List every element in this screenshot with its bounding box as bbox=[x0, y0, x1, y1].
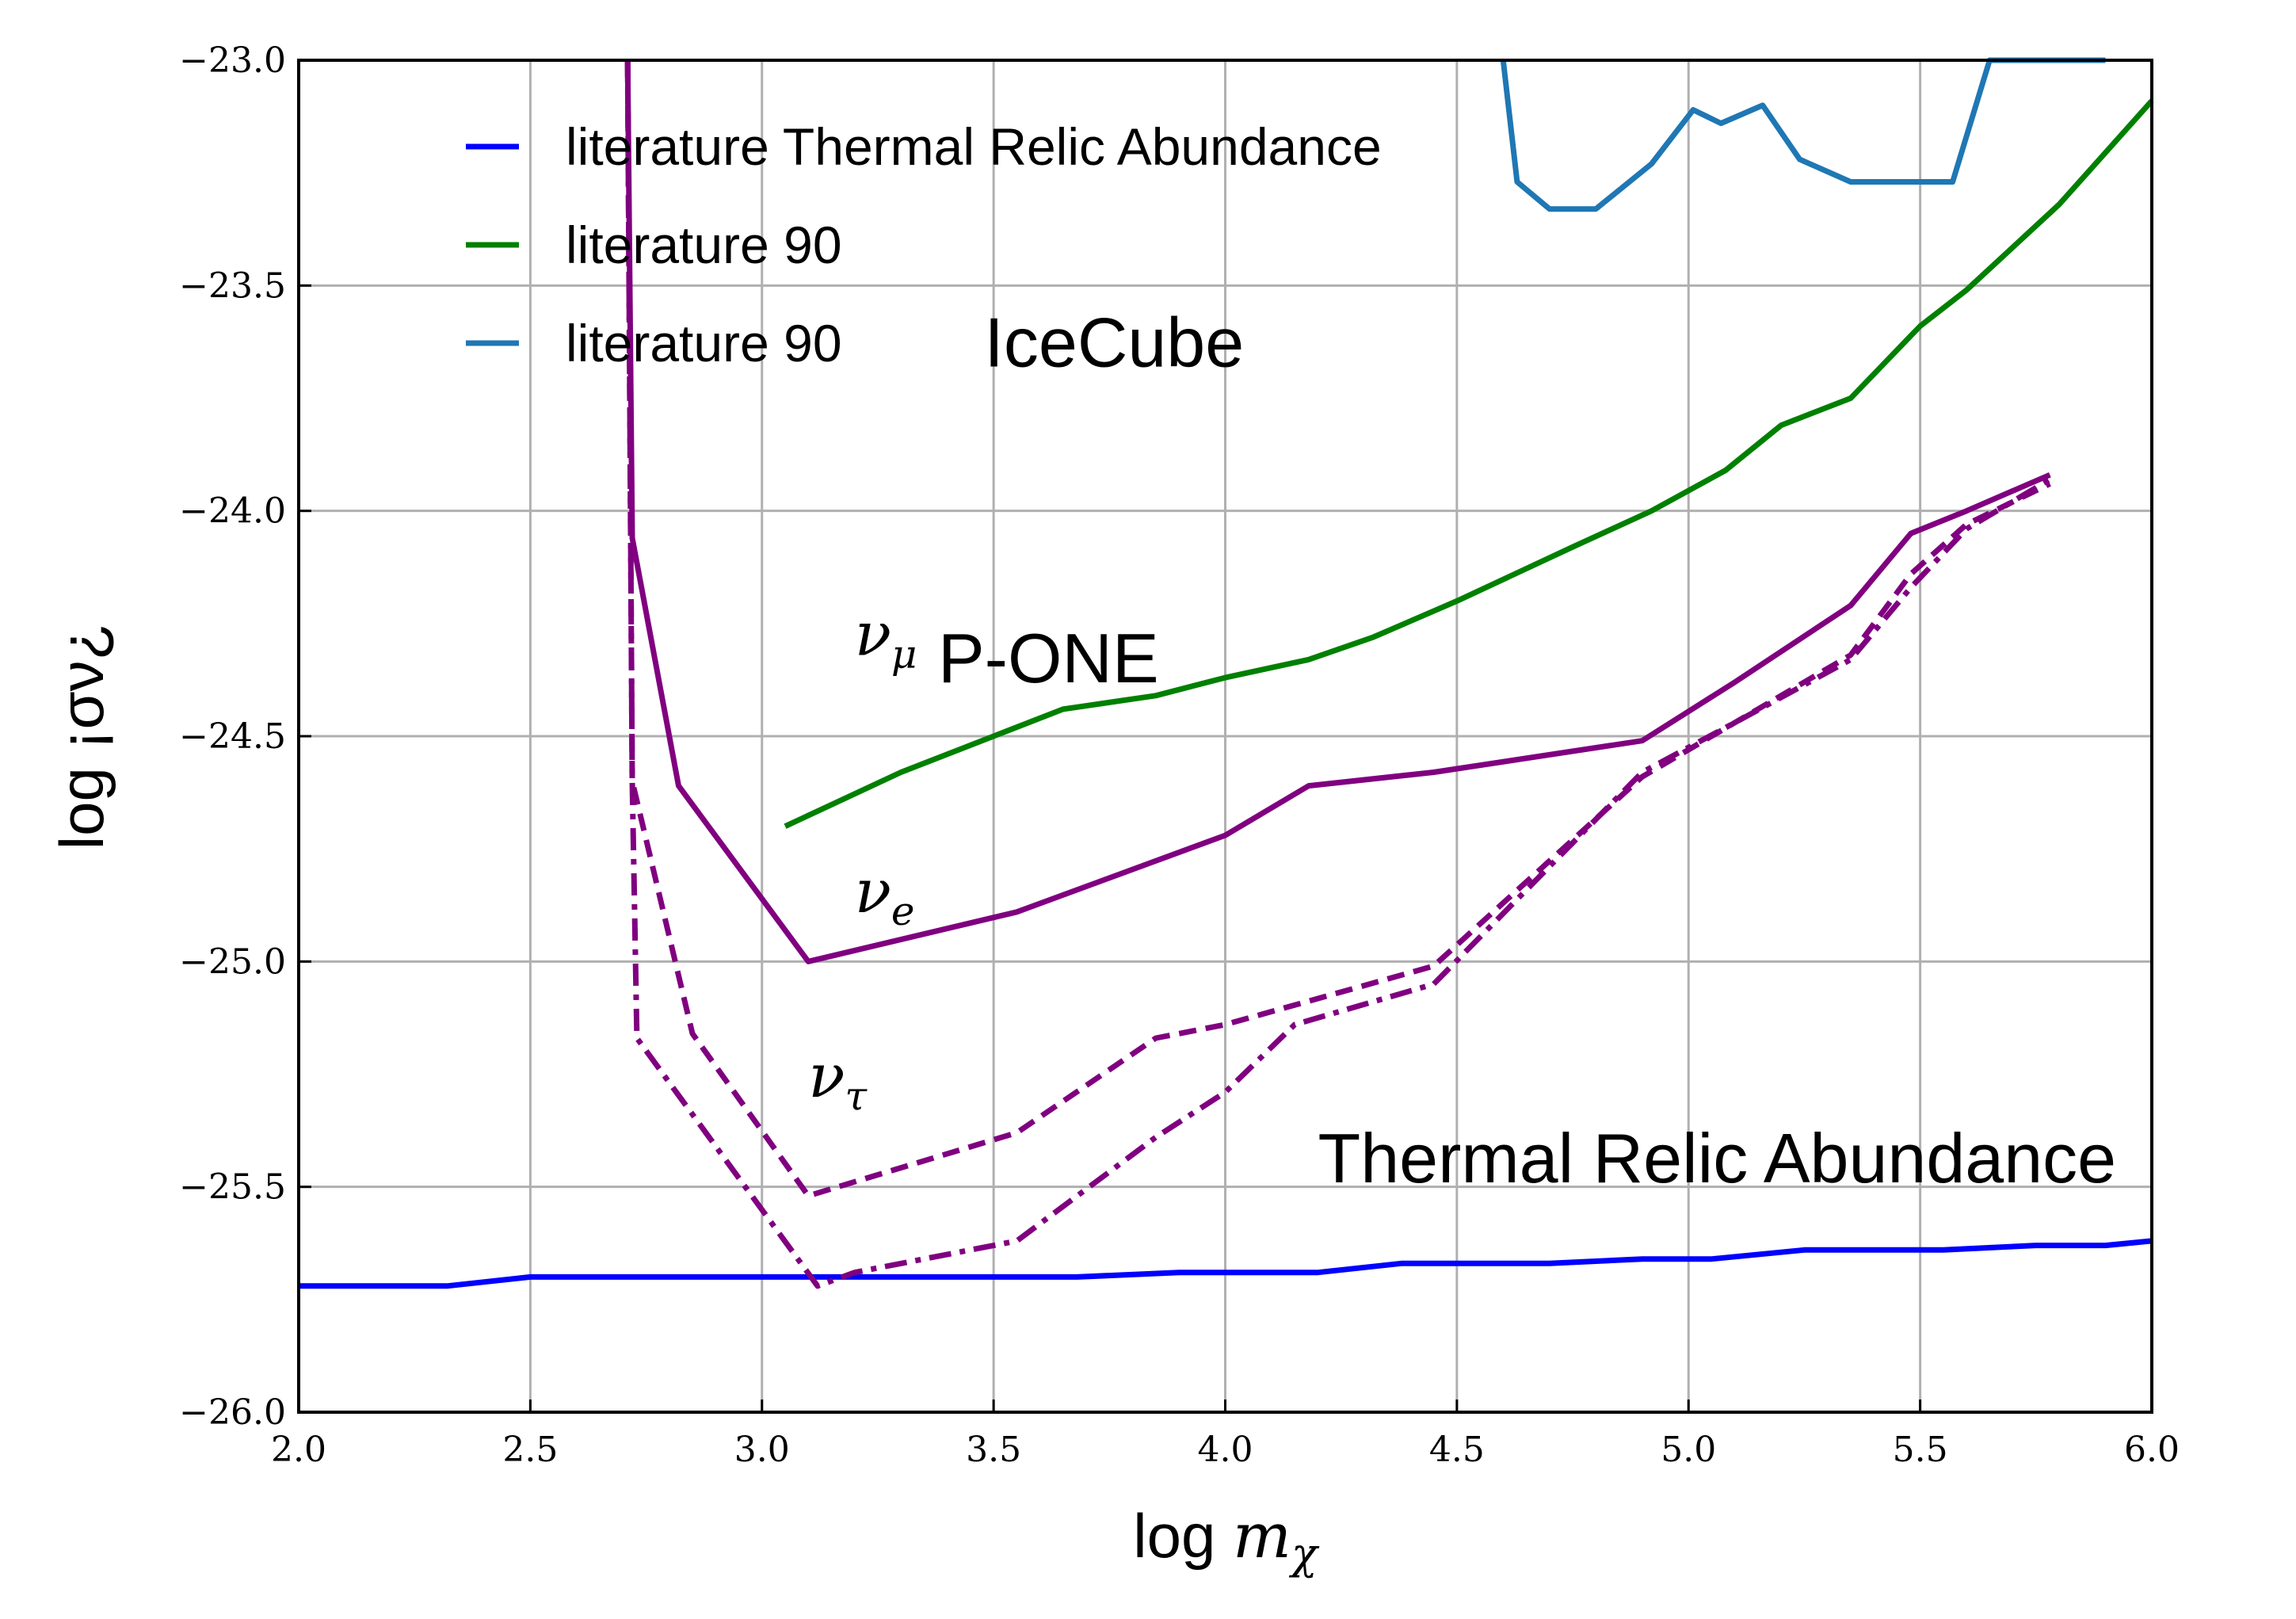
x-axis-label-prefix: log bbox=[1133, 1501, 1233, 1571]
legend-label: literature Thermal Relic Abundance bbox=[566, 117, 1382, 176]
y-tick-label: −25.0 bbox=[179, 941, 286, 982]
neutrino-flavor-subscript: μ bbox=[891, 632, 917, 678]
neutrino-symbol: ν bbox=[855, 856, 891, 926]
x-tick-label: 2.0 bbox=[271, 1430, 326, 1470]
neutrino-symbol: ν bbox=[855, 599, 891, 670]
x-tick-label: 2.5 bbox=[502, 1430, 558, 1470]
neutrino-flavor-label: νe bbox=[855, 856, 915, 934]
y-tick-label: −26.0 bbox=[179, 1392, 286, 1433]
x-axis-label-symbol: m bbox=[1233, 1501, 1291, 1572]
neutrino-flavor-subscript: τ bbox=[845, 1073, 868, 1119]
x-axis-label: log mχ bbox=[1133, 1501, 1320, 1579]
neutrino-symbol: ν bbox=[808, 1041, 845, 1111]
x-tick-label: 6.0 bbox=[2124, 1430, 2180, 1470]
series-line-3 bbox=[1500, 57, 2106, 212]
x-tick-label: 4.0 bbox=[1198, 1430, 1253, 1470]
y-tick-label: −25.5 bbox=[179, 1167, 286, 1208]
x-tick-label: 3.5 bbox=[966, 1430, 1021, 1470]
x-tick-label: 3.0 bbox=[734, 1430, 790, 1470]
x-tick-label: 4.5 bbox=[1429, 1430, 1485, 1470]
legend-label: literature 90 bbox=[566, 314, 842, 372]
x-tick-label: 5.5 bbox=[1893, 1430, 1948, 1470]
axis-ticks: 2.0 2.5 3.0 3.5 4.0 4.5 5.0 5.5 6.0 −26.0 −25.5 −25… bbox=[179, 40, 2180, 1470]
annotation-text: P-ONE bbox=[938, 619, 1159, 697]
y-tick-label: −24.0 bbox=[179, 491, 286, 532]
y-tick-label: −23.5 bbox=[179, 265, 286, 306]
series-line-1 bbox=[299, 1238, 2153, 1289]
neutrino-flavor-label: νμ bbox=[855, 599, 917, 678]
series-line-6 bbox=[624, 59, 2052, 1289]
y-axis-label: log ¡σν¿ bbox=[47, 623, 116, 850]
series-line-2 bbox=[784, 98, 2154, 829]
legend-label: literature 90 bbox=[566, 216, 842, 274]
series-group bbox=[299, 57, 2154, 1289]
annotation-text: Thermal Relic Abundance bbox=[1318, 1119, 2116, 1197]
annotation-text: IceCube bbox=[984, 304, 1244, 382]
series-line-4 bbox=[624, 59, 2051, 964]
y-tick-label: −23.0 bbox=[179, 40, 286, 81]
grid bbox=[297, 59, 2153, 1414]
neutrino-flavor-subscript: e bbox=[891, 888, 915, 934]
y-tick-label: −24.5 bbox=[179, 716, 286, 757]
legend: literature Thermal Relic Abundance litera… bbox=[466, 117, 1382, 372]
x-tick-label: 5.0 bbox=[1661, 1430, 1716, 1470]
series-line-5 bbox=[624, 59, 2051, 1199]
neutrino-flavor-label: ντ bbox=[808, 1041, 868, 1119]
x-axis-label-subscript: χ bbox=[1288, 1529, 1320, 1579]
